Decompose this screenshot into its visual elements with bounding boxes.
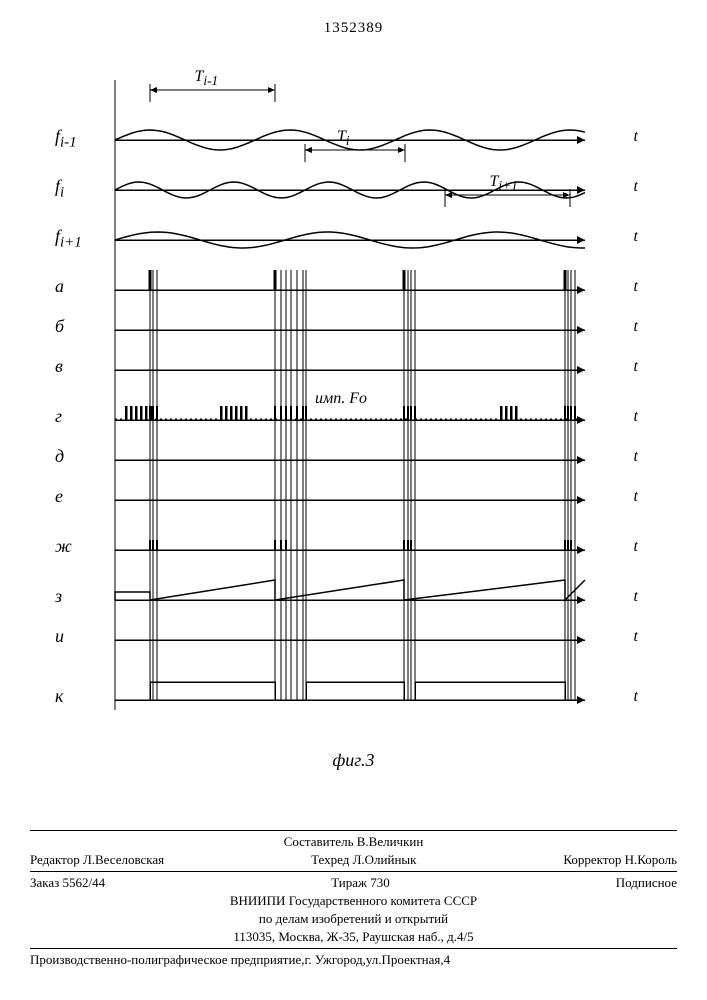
t-axis-label: t	[634, 538, 638, 556]
subscription: Подписное	[616, 875, 677, 891]
wave-row-label: fi-1	[55, 126, 77, 152]
t-axis-label: t	[634, 228, 638, 246]
editor: Редактор Л.Веселовская	[30, 852, 164, 868]
t-axis-label: t	[634, 408, 638, 426]
org-line-2: по делам изобретений и открытий	[30, 911, 677, 927]
signal-row-label: к	[55, 686, 63, 707]
signal-row-label: и	[55, 626, 64, 647]
t-axis-label: t	[634, 128, 638, 146]
t-axis-label: t	[634, 448, 638, 466]
signal-row-label: а	[55, 276, 64, 297]
period-label: Ti+1	[490, 173, 518, 194]
signal-row-label: ж	[55, 536, 72, 557]
timing-diagram: fi-1tfitfi+1tTi-1TiTi+1аtбtвtгtимп. Foдt…	[60, 60, 620, 740]
order-number: Заказ 5562/44	[30, 875, 105, 891]
compiler: Составитель В.Величкин	[30, 834, 677, 850]
print-run: Тираж 730	[331, 875, 390, 891]
figure-caption: фиг.3	[332, 750, 374, 771]
org-line-1: ВНИИПИ Государственного комитета СССР	[30, 893, 677, 909]
t-axis-label: t	[634, 178, 638, 196]
page-number: 1352389	[324, 20, 384, 37]
t-axis-label: t	[634, 278, 638, 296]
period-label: Ti	[337, 128, 350, 149]
wave-row-label: fi+1	[55, 226, 82, 252]
signal-row-label: б	[55, 316, 64, 337]
wave-row-label: fi	[55, 176, 64, 202]
t-axis-label: t	[634, 628, 638, 646]
t-axis-label: t	[634, 488, 638, 506]
signal-row-label: д	[55, 446, 64, 467]
signal-row-label: г	[55, 406, 62, 427]
signal-row-label: е	[55, 486, 63, 507]
corrector: Корректор Н.Король	[563, 852, 677, 868]
signal-row-label: з	[55, 586, 62, 607]
techred: Техред Л.Олийнык	[311, 852, 416, 868]
press-line: Производственно-полиграфическое предприя…	[30, 952, 677, 968]
signal-row-label: в	[55, 356, 63, 377]
colophon: Составитель В.Величкин Редактор Л.Весело…	[30, 827, 677, 970]
t-axis-label: t	[634, 358, 638, 376]
t-axis-label: t	[634, 318, 638, 336]
period-label: Ti-1	[195, 68, 219, 89]
imp-fo-annotation: имп. Fo	[315, 390, 367, 408]
t-axis-label: t	[634, 588, 638, 606]
t-axis-label: t	[634, 688, 638, 706]
address-line: 113035, Москва, Ж-35, Раушская наб., д.4…	[30, 929, 677, 945]
